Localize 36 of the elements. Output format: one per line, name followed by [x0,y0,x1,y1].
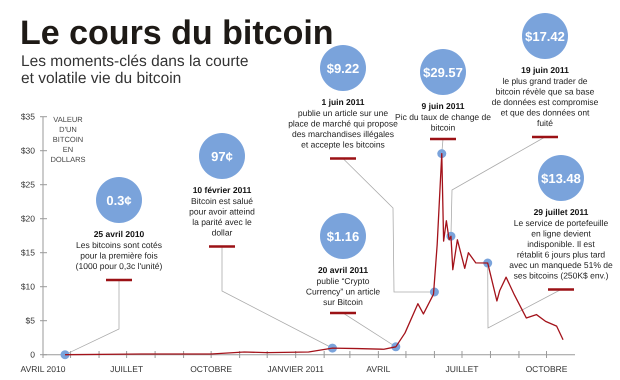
annotation: Le service de portefeuille en ligne devient indisponible. Il est rétablit 6 jours plus tard avec un manquede 51% de ses bitcoins (250K$ env.) [509,218,614,280]
y-tick-label: $30 [20,146,36,156]
x-tick-label: OCTOBRE [526,364,568,374]
text: 19 juin 2011 [521,65,570,75]
text: $29.57 [423,65,463,80]
y-tick-label: $35 [20,112,36,122]
y-tick-label: $5 [26,316,36,326]
x-tick-label: OCTOBRE [190,364,232,374]
annotation: le plus grand trader de bitcoin révèle que sa base de données est compromise et que des données ont fuité [492,76,599,128]
y-tick-label: $25 [20,180,36,190]
y-tick-label: $20 [20,214,36,224]
y-tick-label: $15 [20,248,36,258]
y-tick-label: $10 [20,282,36,292]
annotation: 97¢ [211,149,233,164]
annotation: $13.48 [541,171,581,186]
x-tick-label: JANVIER 2011 [267,364,324,374]
annotation: 25 avril 2010 [94,229,145,239]
annotation: $1.16 [326,229,360,244]
annotation: Les bitcoins sont cotés pour la première fois (1000 pour 0,3c l'unité) [76,240,162,271]
y-tick-label: 0 [30,350,36,360]
x-tick-label: JUILLET [445,364,479,374]
text: 1 juin 2011 [322,97,365,107]
text: $17.42 [525,29,565,44]
x-tick-label: JUILLET [110,364,144,374]
annotation: publie “Crypto Currency” un article sur Bitcoin [306,276,380,307]
x-tick-label: AVRIL [366,364,391,374]
text: $9.22 [326,61,360,76]
text: 9 juin 2011 [422,101,465,111]
annotation: 10 février 2011 [192,185,252,195]
annotation: 0.3¢ [106,193,132,208]
chart-title: Le cours du bitcoin [20,14,334,52]
annotation: 20 avril 2011 [318,265,368,275]
annotation: 29 juillet 2011 [534,207,589,217]
x-tick-label: AVRIL 2010 [20,364,66,374]
annotation: Bitcoin est salué pour avoir atteind la parité avec le dollar [189,196,256,238]
chart-subtitle: Les moments-clés dans la courte et volatile vie du bitcoin [21,53,248,87]
